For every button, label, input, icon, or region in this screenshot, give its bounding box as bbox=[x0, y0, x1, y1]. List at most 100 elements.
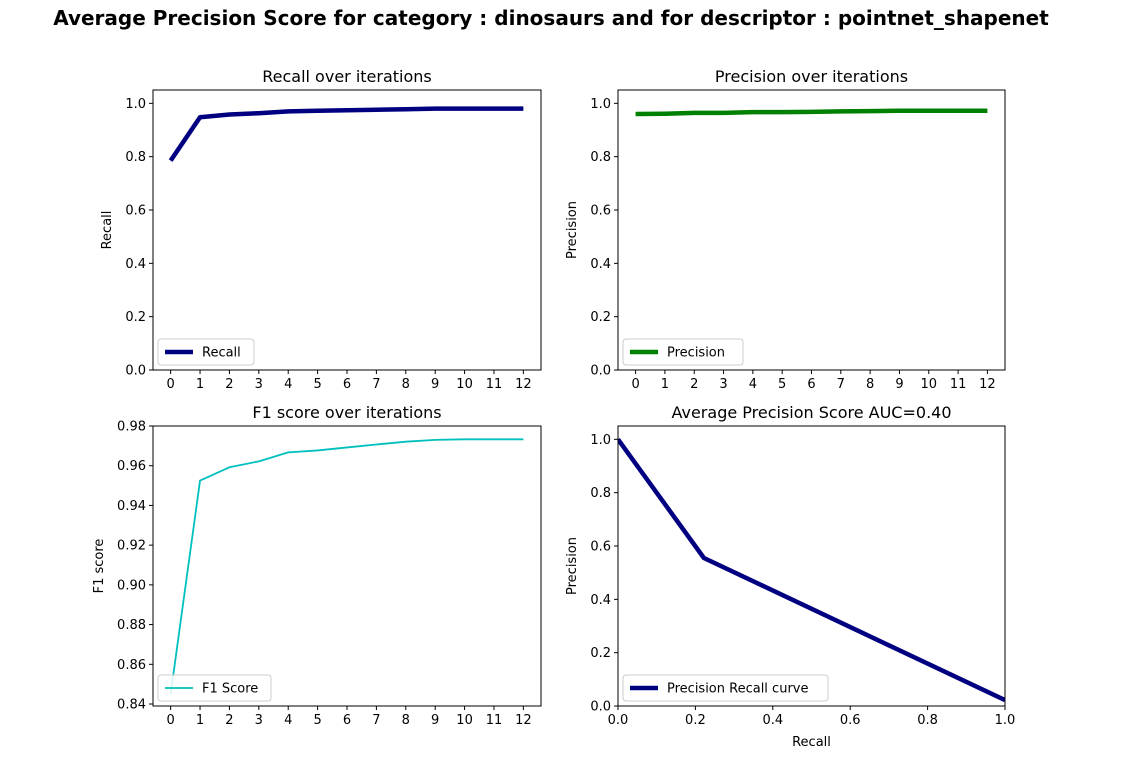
x-tick-label: 12 bbox=[515, 713, 532, 728]
subplot-2: 0 1 2 3 4 5 6 7 8 9 10 11 120.00.20.40.60.81.0Precis… bbox=[565, 67, 1006, 392]
x-tick-label: 0.0 bbox=[608, 713, 629, 728]
y-tick-label: 0.2 bbox=[125, 310, 146, 325]
x-tick-label: 5 bbox=[313, 713, 321, 728]
y-tick-label: 0.6 bbox=[590, 204, 611, 219]
series-line-1 bbox=[169, 438, 524, 695]
legend: Precision Recall curve bbox=[622, 674, 829, 702]
y-tick-label: 0.4 bbox=[125, 257, 146, 272]
x-tick-label: 11 bbox=[486, 713, 503, 728]
axes-layer: 0 1 2 3 4 5 6 7 8 9 10 11 120.00.20.40.60.81.0Recall… bbox=[92, 67, 1015, 750]
x-tick-label: 7 bbox=[837, 377, 845, 392]
legend-box bbox=[157, 338, 255, 366]
x-tick-label: 7 bbox=[372, 713, 380, 728]
y-tick-label: 0.84 bbox=[117, 698, 146, 713]
y-tick-label: 0.0 bbox=[125, 364, 146, 379]
subplot-title: Precision over iterations bbox=[715, 67, 908, 86]
x-tick-label: 0.2 bbox=[685, 713, 706, 728]
x-axis-label: Recall bbox=[792, 735, 831, 750]
x-tick-label: 3 bbox=[719, 377, 727, 392]
subplot-3: 0 1 2 3 4 5 6 7 8 9 10 11 120.840.860.880.900.920.94… bbox=[92, 403, 542, 728]
y-tick-label: 0.96 bbox=[117, 459, 146, 474]
x-tick-label: 6 bbox=[807, 377, 815, 392]
y-tick-label: 0.6 bbox=[590, 540, 611, 555]
legend-label: Recall bbox=[202, 346, 241, 361]
x-tick-label: 0 bbox=[631, 377, 639, 392]
subplot-title: Recall over iterations bbox=[262, 67, 432, 86]
x-tick-label: 9 bbox=[895, 377, 903, 392]
y-tick-label: 0.0 bbox=[590, 364, 611, 379]
x-tick-label: 7 bbox=[372, 377, 380, 392]
x-tick-label: 6 bbox=[343, 377, 351, 392]
x-tick-label: 3 bbox=[255, 713, 263, 728]
x-tick-label: 9 bbox=[431, 713, 439, 728]
x-tick-label: 0.6 bbox=[840, 713, 861, 728]
y-tick-label: 0.90 bbox=[117, 578, 146, 593]
legend-label: Precision bbox=[667, 346, 725, 361]
y-tick-label: 0.8 bbox=[590, 486, 611, 501]
x-tick-label: 0.8 bbox=[917, 713, 938, 728]
y-axis-label: F1 score bbox=[92, 539, 107, 594]
x-tick-label: 11 bbox=[950, 377, 967, 392]
x-tick-label: 5 bbox=[778, 377, 786, 392]
x-tick-label: 11 bbox=[486, 377, 503, 392]
y-tick-label: 0.8 bbox=[125, 150, 146, 165]
y-tick-label: 0.4 bbox=[590, 593, 611, 608]
y-tick-label: 0.98 bbox=[117, 420, 146, 435]
x-tick-label: 0 bbox=[166, 377, 174, 392]
series-line-1 bbox=[618, 438, 1005, 703]
x-tick-label: 12 bbox=[515, 377, 532, 392]
subplot-4: 0.0 0.2 0.4 0.6 0.8 1.0 0.0 0.2 0.4 0.6 0.8 1.0 Aver… bbox=[565, 403, 1015, 750]
x-tick-label: 5 bbox=[313, 377, 321, 392]
y-tick-label: 0.8 bbox=[590, 150, 611, 165]
x-tick-label: 4 bbox=[284, 377, 292, 392]
x-tick-label: 2 bbox=[225, 713, 233, 728]
x-tick-label: 1 bbox=[196, 713, 204, 728]
y-tick-label: 0.92 bbox=[117, 539, 146, 554]
y-axis-label: Recall bbox=[100, 211, 115, 250]
x-tick-label: 10 bbox=[456, 713, 473, 728]
legend: F1 Score bbox=[157, 674, 272, 702]
x-tick-label: 4 bbox=[749, 377, 757, 392]
x-tick-label: 9 bbox=[431, 377, 439, 392]
x-tick-label: 12 bbox=[979, 377, 996, 392]
figure-suptitle: Average Precision Score for category : d… bbox=[53, 6, 1049, 30]
y-tick-label: 1.0 bbox=[590, 433, 611, 448]
y-axis-label: Precision bbox=[565, 201, 580, 259]
x-tick-label: 8 bbox=[402, 713, 410, 728]
series-line-1 bbox=[635, 108, 988, 117]
y-axis-label: Precision bbox=[565, 537, 580, 595]
y-tick-label: 0.0 bbox=[590, 700, 611, 715]
x-tick-label: 0 bbox=[166, 713, 174, 728]
y-tick-label: 0.94 bbox=[117, 499, 146, 514]
x-tick-label: 4 bbox=[284, 713, 292, 728]
x-tick-label: 8 bbox=[402, 377, 410, 392]
series-line-1 bbox=[168, 106, 524, 162]
legend: Precision bbox=[622, 338, 744, 366]
x-tick-label: 3 bbox=[255, 377, 263, 392]
legend-box bbox=[157, 674, 272, 702]
y-tick-label: 0.4 bbox=[590, 257, 611, 272]
x-tick-label: 2 bbox=[690, 377, 698, 392]
x-tick-label: 1 bbox=[661, 377, 669, 392]
x-tick-label: 10 bbox=[456, 377, 473, 392]
y-tick-label: 0.6 bbox=[125, 204, 146, 219]
subplot-1: 0 1 2 3 4 5 6 7 8 9 10 11 120.00.20.40.60.81.0Recall… bbox=[100, 67, 542, 392]
legend-label: F1 Score bbox=[202, 682, 258, 697]
legend-box bbox=[622, 674, 829, 702]
x-tick-label: 8 bbox=[866, 377, 874, 392]
y-tick-label: 0.86 bbox=[117, 658, 146, 673]
legend: Recall bbox=[157, 338, 255, 366]
x-tick-label: 6 bbox=[343, 713, 351, 728]
x-tick-label: 0.4 bbox=[762, 713, 783, 728]
subplot-title: F1 score over iterations bbox=[252, 403, 441, 422]
axes-frame bbox=[617, 425, 1006, 707]
x-tick-label: 1.0 bbox=[995, 713, 1016, 728]
legend-label: Precision Recall curve bbox=[667, 682, 808, 697]
y-tick-label: 0.2 bbox=[590, 646, 611, 661]
y-tick-label: 1.0 bbox=[590, 97, 611, 112]
x-tick-label: 10 bbox=[920, 377, 937, 392]
y-tick-label: 0.88 bbox=[117, 618, 146, 633]
y-tick-label: 1.0 bbox=[125, 97, 146, 112]
